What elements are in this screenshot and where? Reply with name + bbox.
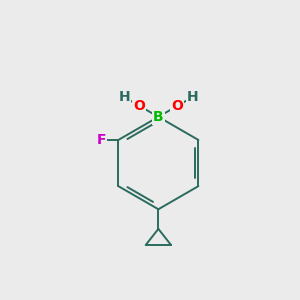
Text: F: F — [96, 133, 106, 147]
Text: B: B — [153, 110, 164, 124]
Text: H: H — [118, 90, 130, 104]
Text: O: O — [171, 99, 183, 113]
Text: H: H — [187, 90, 198, 104]
Text: O: O — [134, 99, 145, 113]
